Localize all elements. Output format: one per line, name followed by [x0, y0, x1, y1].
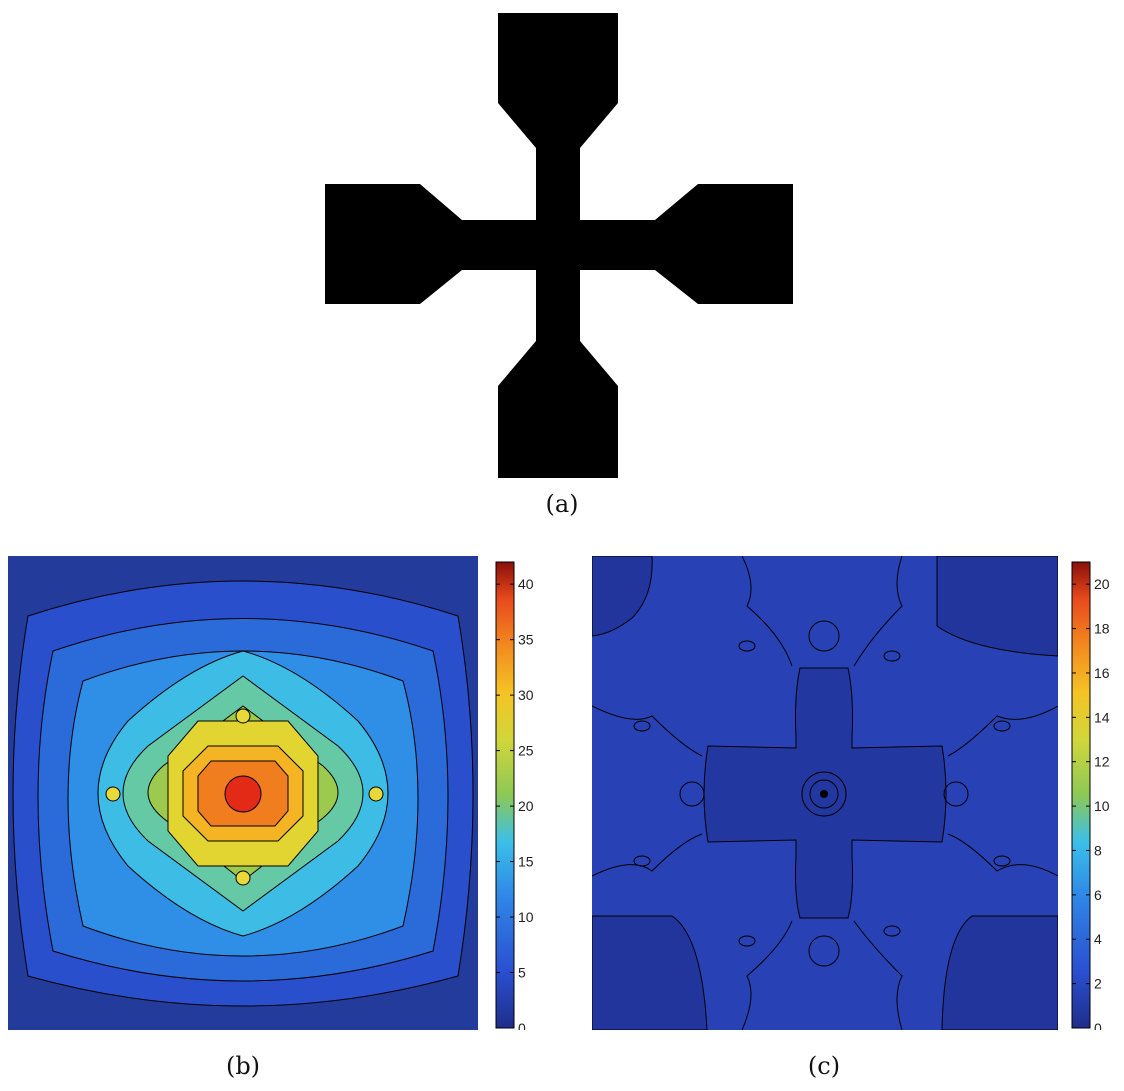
colorbar-tick-label: 8: [1094, 842, 1102, 858]
colorbar-tick-label: 0: [1094, 1020, 1102, 1030]
colorbar-tick-label: 18: [1094, 621, 1110, 637]
colorbar-tick-label: 6: [1094, 887, 1102, 903]
caption-c: (c): [807, 1052, 841, 1080]
colorbar-tick-label: 20: [518, 798, 534, 814]
colorbar-tick-label: 5: [518, 965, 526, 981]
caption-a: (a): [545, 490, 579, 518]
caption-b: (b): [225, 1052, 261, 1080]
colorbar-tick-label: 14: [1094, 709, 1110, 725]
colorbar-tick-label: 0: [518, 1020, 526, 1030]
colorbar-tick-label: 15: [518, 854, 534, 870]
colorbar-tick-label: 30: [518, 687, 534, 703]
contour-plot-b: [8, 556, 478, 1030]
colorbar-tick-label: 25: [518, 743, 534, 759]
colorbar-tick-label: 40: [518, 576, 534, 592]
colorbar-tick-label: 12: [1094, 754, 1110, 770]
field-plot-c: [592, 556, 1058, 1030]
colorbar-tick-label: 20: [1094, 576, 1110, 592]
colorbar-b: 0 5 10 15 20 25 30 35 40: [495, 561, 534, 1030]
colorbar-tick-label: 4: [1094, 931, 1102, 947]
colorbar-tick-label: 10: [518, 909, 534, 925]
colorbar-tick-label: 16: [1094, 665, 1110, 681]
cross-geometry-shape: [325, 13, 793, 478]
colorbar-tick-label: 35: [518, 632, 534, 648]
colorbar-tick-label: 2: [1094, 976, 1102, 992]
colorbar-tick-label: 10: [1094, 798, 1110, 814]
colorbar-c: 0 2 4 6 8 10 12 14 16 18 20: [1071, 561, 1110, 1030]
